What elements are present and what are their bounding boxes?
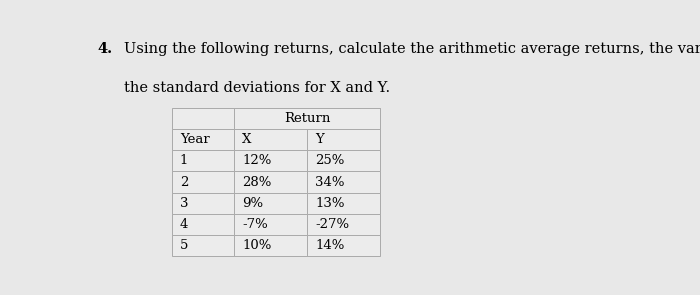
Text: 13%: 13% (316, 197, 345, 210)
Bar (234, 171, 307, 193)
Text: 28%: 28% (242, 176, 272, 189)
Text: -7%: -7% (242, 218, 268, 231)
Bar (172, 193, 234, 214)
Bar (172, 108, 234, 129)
Bar (234, 129, 307, 150)
Text: X: X (242, 133, 252, 146)
Bar (307, 193, 381, 214)
Bar (172, 235, 234, 256)
Bar (234, 108, 307, 129)
Text: 25%: 25% (316, 154, 345, 167)
Text: Y: Y (316, 133, 324, 146)
Bar (172, 129, 234, 150)
Text: 4.: 4. (97, 42, 113, 56)
Bar (234, 108, 380, 129)
Text: 9%: 9% (242, 197, 263, 210)
Text: Year: Year (180, 133, 209, 146)
Bar (307, 235, 381, 256)
Text: 14%: 14% (316, 239, 345, 252)
Bar (234, 193, 307, 214)
Text: Return: Return (284, 112, 330, 125)
Bar (172, 150, 234, 171)
Bar (234, 150, 307, 171)
Text: 10%: 10% (242, 239, 272, 252)
Text: 34%: 34% (316, 176, 345, 189)
Text: -27%: -27% (316, 218, 349, 231)
Bar (307, 150, 381, 171)
Bar (307, 171, 381, 193)
Bar (307, 214, 381, 235)
Text: 5: 5 (180, 239, 188, 252)
Text: 12%: 12% (242, 154, 272, 167)
Text: the standard deviations for X and Y.: the standard deviations for X and Y. (125, 81, 391, 95)
Text: 2: 2 (180, 176, 188, 189)
Bar (307, 129, 381, 150)
Text: 3: 3 (180, 197, 188, 210)
Bar (172, 171, 234, 193)
Bar (307, 108, 381, 129)
Text: 1: 1 (180, 154, 188, 167)
Bar (172, 214, 234, 235)
Text: Using the following returns, calculate the arithmetic average returns, the varia: Using the following returns, calculate t… (125, 42, 700, 56)
Text: 4: 4 (180, 218, 188, 231)
Bar (234, 235, 307, 256)
Bar (234, 214, 307, 235)
